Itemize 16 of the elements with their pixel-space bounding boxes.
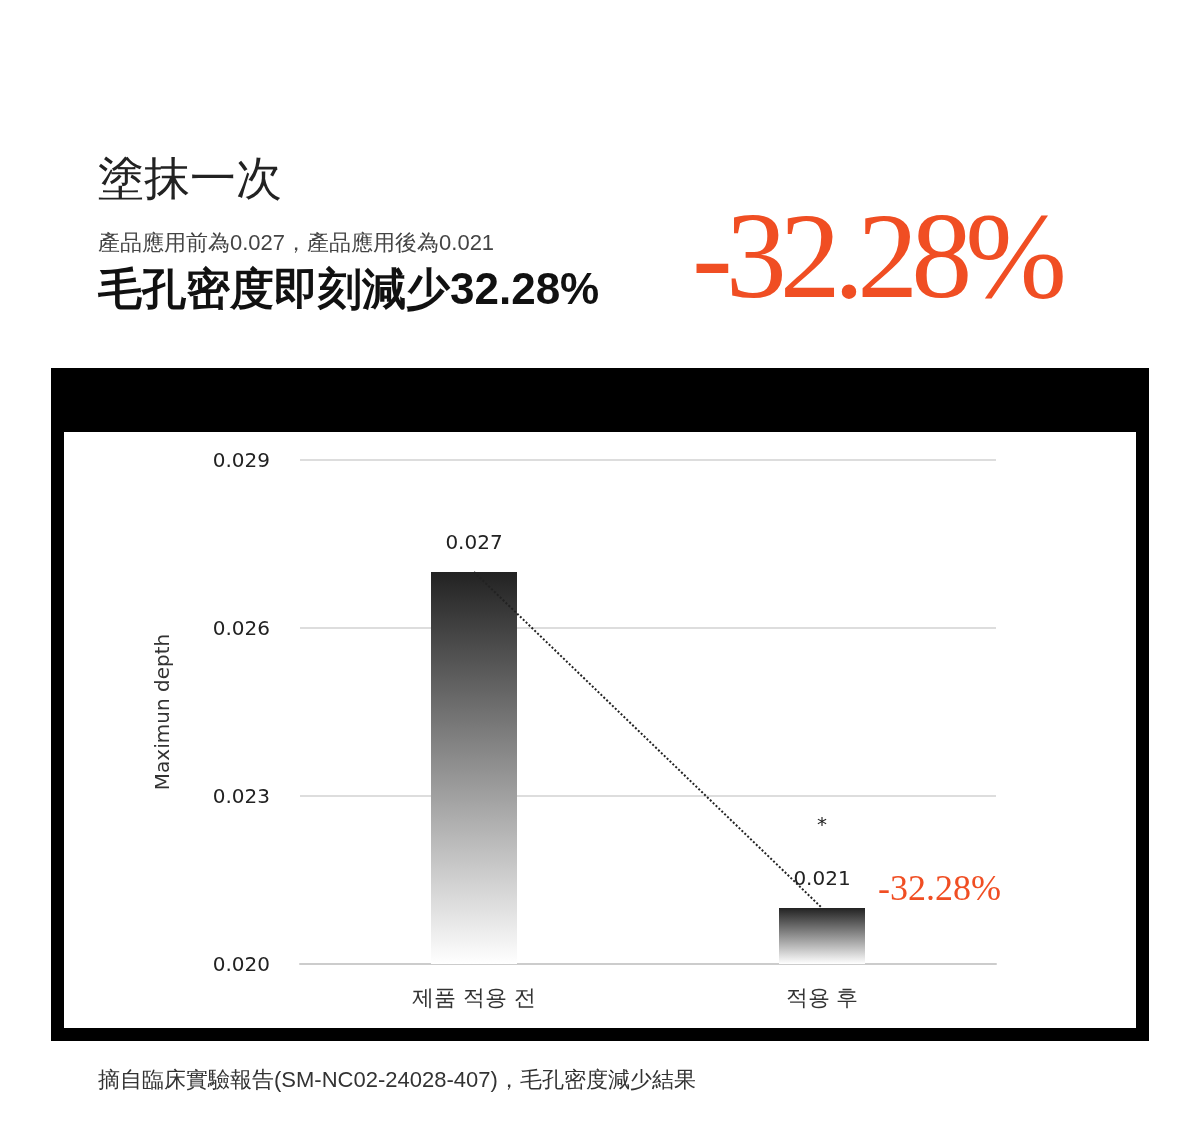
data-label: 0.027 bbox=[445, 530, 503, 554]
text: -32.28% bbox=[692, 187, 1060, 325]
y-tick-label: 0.026 bbox=[212, 616, 270, 640]
annotation: -32.28% bbox=[878, 868, 1001, 908]
chart-title: 塗抹一次 bbox=[98, 152, 282, 204]
text: 毛孔密度即刻減少32.28% bbox=[98, 264, 600, 313]
chart-subtitle: 產品應用前為0.027，產品應用後為0.021 bbox=[98, 230, 495, 255]
y-tick-label: 0.020 bbox=[212, 952, 270, 976]
annotation: * bbox=[817, 812, 827, 836]
y-axis-title: Maximun depth bbox=[150, 633, 174, 791]
x-tick-label: 제품 적용 전 bbox=[412, 984, 536, 1010]
x-tick-label: 적용 후 bbox=[785, 984, 859, 1010]
y-tick-label: 0.029 bbox=[212, 448, 270, 472]
data-label: 0.021 bbox=[793, 866, 851, 890]
text: 摘自臨床實驗報告(SM-NC02-24028-407)，毛孔密度減少結果 bbox=[97, 1066, 697, 1094]
y-tick-label: 0.023 bbox=[212, 784, 270, 808]
